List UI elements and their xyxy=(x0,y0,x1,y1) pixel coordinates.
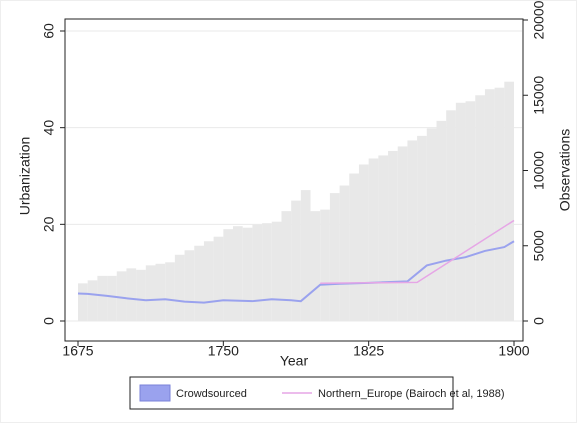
histogram-bar xyxy=(310,211,321,321)
histogram-bar xyxy=(281,211,292,321)
legend-label: Crowdsourced xyxy=(176,388,247,400)
histogram-bar xyxy=(484,89,495,321)
x-tick-label: 1825 xyxy=(353,343,384,359)
histogram-bar xyxy=(203,241,214,321)
histogram-bar xyxy=(465,101,476,322)
histogram-bar xyxy=(426,128,437,321)
y-tick-label: 40 xyxy=(41,120,57,136)
histogram-bar xyxy=(136,269,146,321)
legend-swatch xyxy=(139,384,171,402)
histogram-bar xyxy=(397,146,408,321)
histogram-bar xyxy=(174,254,185,321)
axes-frame xyxy=(64,18,524,342)
histogram-bar xyxy=(349,173,359,321)
y2-tick-label: 5000 xyxy=(531,230,547,261)
histogram-bar xyxy=(368,158,379,321)
legend-items: Crowdsourced Northern_Europe (Bairoch et … xyxy=(139,384,505,402)
y-tick-label: 60 xyxy=(41,23,57,39)
histogram-bar xyxy=(262,223,272,321)
histogram-bar xyxy=(155,263,166,321)
histogram-bar xyxy=(455,102,466,322)
histogram-bar xyxy=(233,226,243,321)
histogram-bar xyxy=(388,150,398,321)
histogram-bar xyxy=(194,245,204,321)
histogram-bar xyxy=(126,268,137,321)
histogram-bar xyxy=(213,236,224,321)
histogram-bar xyxy=(165,262,175,321)
y-tick-label: 20 xyxy=(41,216,57,232)
histogram-bar xyxy=(223,229,234,321)
histogram-bar xyxy=(97,275,108,321)
legend-label: Northern_Europe (Bairoch et al, 1988) xyxy=(318,388,505,400)
histogram-bar xyxy=(329,193,340,321)
histogram-bar xyxy=(291,200,301,321)
histogram-bar xyxy=(300,190,311,321)
histogram-bar xyxy=(116,271,127,321)
y2-tick-label: 10000 xyxy=(531,151,547,190)
histogram-bar xyxy=(446,110,456,321)
histogram-bar xyxy=(145,265,156,321)
histogram-bar xyxy=(504,81,514,321)
histogram-bar xyxy=(107,275,117,321)
x-tick-label: 1900 xyxy=(498,343,529,359)
x-tick-label: 1750 xyxy=(208,343,239,359)
y-tick-label: 0 xyxy=(41,317,57,325)
histogram-bar xyxy=(242,227,253,321)
y2-tick-label: 20000 xyxy=(531,0,547,39)
histogram-bar xyxy=(417,135,427,321)
histogram-bar xyxy=(87,280,98,321)
histogram-bar xyxy=(475,95,485,321)
y2-tick-label: 15000 xyxy=(531,76,547,115)
histogram-bar xyxy=(252,224,263,321)
x-axis-label: Year xyxy=(280,353,309,369)
histogram-bar xyxy=(494,87,505,321)
line-series xyxy=(320,219,515,285)
histogram-bar xyxy=(339,185,350,321)
y2-tick-label: 0 xyxy=(531,317,547,325)
y-axis-label: Urbanization xyxy=(17,137,33,216)
histogram-bar xyxy=(78,283,88,321)
histogram-bar xyxy=(358,164,369,321)
y2-axis-label: Observations xyxy=(557,129,573,211)
histogram-bar xyxy=(407,140,418,321)
plot-area xyxy=(66,30,522,322)
histogram-bar xyxy=(271,221,282,321)
histogram-bar xyxy=(436,120,447,322)
histogram-bar xyxy=(320,209,330,321)
histogram-bar xyxy=(184,250,195,321)
histogram-bar xyxy=(378,155,389,321)
x-tick-label: 1675 xyxy=(62,343,93,359)
